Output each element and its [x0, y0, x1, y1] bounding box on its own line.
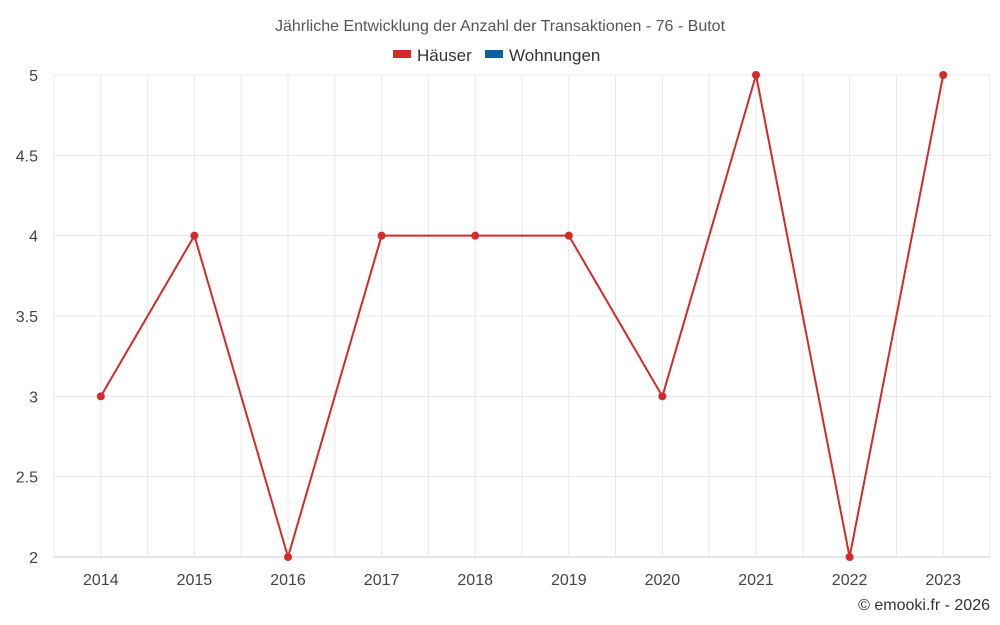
x-tick-label: 2017 [364, 572, 400, 589]
x-tick-label: 2021 [738, 572, 774, 589]
y-tick-label: 3 [29, 389, 38, 406]
legend-label-haeuser[interactable]: Häuser [417, 46, 472, 65]
data-point[interactable] [190, 231, 199, 240]
legend-label-wohnungen[interactable]: Wohnungen [509, 46, 600, 65]
x-axis-ticks: 2014 2015 2016 2017 2018 2019 2020 2021 2022 2023 [83, 572, 961, 589]
x-tick-label: 2023 [925, 572, 961, 589]
x-tick-label: 2019 [551, 572, 587, 589]
data-point[interactable] [96, 392, 105, 401]
data-point[interactable] [658, 392, 667, 401]
x-tick-label: 2018 [457, 572, 493, 589]
y-tick-label: 4 [29, 229, 38, 246]
legend-swatch-wohnungen [485, 50, 503, 58]
credit-text[interactable]: © emooki.fr - 2026 [858, 597, 990, 614]
series-points [96, 71, 948, 561]
series-lines [99, 74, 945, 558]
legend-swatch-haeuser [393, 50, 411, 58]
x-tick-label: 2020 [645, 572, 681, 589]
x-tick-label: 2022 [832, 572, 868, 589]
data-point[interactable] [752, 71, 760, 79]
grid [53, 74, 991, 558]
legend: Häuser Wohnungen [393, 46, 600, 65]
data-point[interactable] [471, 231, 480, 240]
y-tick-label: 3.5 [16, 309, 38, 326]
y-tick-label: 5 [29, 68, 38, 85]
x-tick-label: 2015 [177, 572, 213, 589]
x-tick-label: 2016 [270, 572, 306, 589]
x-tick-label: 2014 [83, 572, 119, 589]
data-point[interactable] [284, 553, 292, 561]
y-axis-ticks: 2 2.5 3 3.5 4 4.5 5 [16, 68, 38, 567]
series-line-0 [99, 74, 945, 558]
data-point[interactable] [845, 553, 854, 561]
y-tick-label: 4.5 [16, 148, 38, 165]
y-tick-label: 2 [29, 550, 38, 567]
data-point[interactable] [377, 231, 386, 240]
data-point[interactable] [939, 71, 948, 79]
chart-title: Jährliche Entwicklung der Anzahl der Tra… [275, 18, 726, 35]
y-tick-label: 2.5 [16, 470, 38, 487]
data-point[interactable] [564, 231, 573, 240]
